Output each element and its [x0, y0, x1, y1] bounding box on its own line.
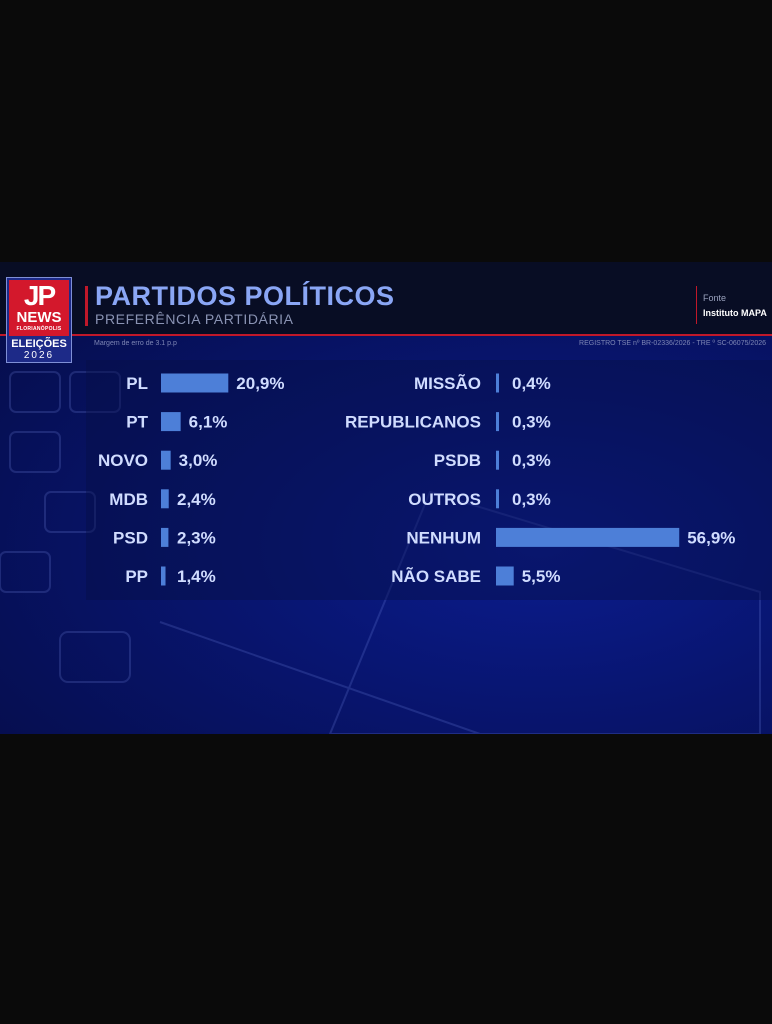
- category-label: OUTROS: [408, 490, 481, 509]
- category-label: PL: [126, 374, 148, 393]
- bar: [496, 373, 499, 393]
- bar: [161, 373, 229, 393]
- category-label: MDB: [109, 490, 148, 509]
- logo-red-block: JP NEWS FLORIANÓPOLIS: [9, 280, 69, 336]
- logo-jp-text: JP: [23, 280, 56, 311]
- bar: [161, 489, 169, 509]
- margin-of-error-note: Margem de erro de 3.1 p.p: [94, 340, 177, 347]
- value-label: 6,1%: [189, 413, 228, 432]
- value-label: 2,3%: [177, 528, 216, 547]
- category-label: MISSÃO: [414, 373, 481, 393]
- logo-city-text: FLORIANÓPOLIS: [16, 326, 62, 332]
- registry-note: REGISTRO TSE nº BR-02336/2026 - TRE º SC…: [579, 340, 766, 347]
- jp-news-logo: JP NEWS FLORIANÓPOLIS ELEIÇÕES 2026: [6, 277, 72, 363]
- bar: [496, 527, 680, 547]
- chart-subtitle: PREFERÊNCIA PARTIDÁRIA: [95, 311, 294, 327]
- bar: [161, 450, 171, 470]
- category-label: PT: [126, 413, 148, 432]
- source-name: Instituto MAPA: [703, 308, 767, 318]
- header-bar: [0, 262, 772, 335]
- category-label: REPUBLICANOS: [345, 413, 481, 432]
- category-label: PP: [125, 567, 148, 586]
- source-accent-bar: [696, 286, 697, 324]
- chart-left-column: PL 20,9% PT 6,1% NOVO 3,0% MDB 2,4% PSD 2,3% PP 1,4…: [98, 373, 285, 586]
- chart-right-column: MISSÃO 0,4% REPUBLICANOS 0,3% PSDB 0,3% OUTROS…: [345, 373, 735, 586]
- value-label: 0,3%: [512, 490, 551, 509]
- bar: [496, 566, 514, 586]
- bar: [161, 412, 181, 432]
- category-label: PSDB: [434, 451, 481, 470]
- logo-news-text: NEWS: [16, 309, 62, 326]
- logo-elections-text: ELEIÇÕES: [11, 338, 67, 350]
- value-label: 3,0%: [179, 451, 218, 470]
- background-keypad-image: [0, 371, 761, 734]
- value-label: 0,3%: [512, 451, 551, 470]
- category-label: PSD: [113, 528, 148, 547]
- header-divider: [0, 334, 772, 336]
- bar: [161, 566, 166, 586]
- value-label: 2,4%: [177, 490, 216, 509]
- value-label: 56,9%: [687, 528, 735, 547]
- category-label: NÃO SABE: [391, 566, 481, 586]
- bar: [161, 527, 169, 547]
- category-label: NENHUM: [406, 528, 481, 547]
- chart-panel: [86, 360, 772, 600]
- title-accent-bar: [85, 286, 88, 326]
- logo-year-text: 2026: [23, 350, 55, 361]
- value-label: 0,4%: [512, 374, 551, 393]
- category-label: NOVO: [98, 451, 148, 470]
- value-label: 20,9%: [236, 374, 284, 393]
- graphic-frame: PARTIDOS POLÍTICOS PREFERÊNCIA PARTIDÁRI…: [0, 262, 772, 734]
- bar: [496, 412, 499, 432]
- bar: [496, 489, 499, 509]
- value-label: 1,4%: [177, 567, 216, 586]
- chart-title: PARTIDOS POLÍTICOS: [95, 281, 395, 311]
- value-label: 5,5%: [522, 567, 561, 586]
- value-label: 0,3%: [512, 413, 551, 432]
- source-label: Fonte: [703, 293, 727, 303]
- bar: [496, 450, 499, 470]
